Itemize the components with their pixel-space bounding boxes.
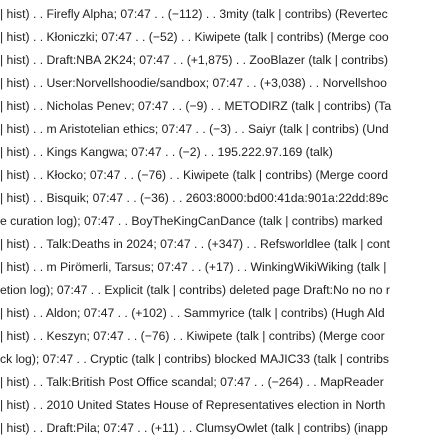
log-entry-text: | hist) . . Talk:Deaths in 2024; 07:47 .…	[0, 237, 390, 251]
log-entry[interactable]: | hist) . . Draft:NBA 2K24; 07:47 . . (+…	[0, 50, 448, 70]
log-entry-text: | hist) . . m Pirömerli, Tarsus; 07:47 .…	[0, 260, 387, 274]
log-entry-text: | hist) . . User:Norvellshoodie/sandbox;…	[0, 76, 387, 90]
log-entry[interactable]: etion log); 07:47 . . Explicit (talk | c…	[0, 280, 448, 300]
log-entry-text: e curation log); 07:47 . . BoyTheKingCan…	[0, 214, 383, 228]
log-entry-text: | hist) . . Bisquik; 07:47 . . (−36) . .…	[0, 191, 389, 205]
log-entry[interactable]: | hist) . . Keszyn; 07:47 . . (−76) . . …	[0, 326, 448, 346]
log-entry-text: | hist) . . Aldon; 07:47 . . (+102) . . …	[0, 306, 385, 320]
log-entry[interactable]: | hist) . . m Pirömerli, Tarsus; 07:47 .…	[0, 257, 448, 277]
log-entry-text: ck log); 07:47 . . Cryptic (talk | contr…	[0, 352, 390, 366]
log-entry-text: | hist) . . Nicholas Penev; 07:47 . . (−…	[0, 99, 392, 113]
log-entry[interactable]: | hist) . . m Aristotelian ethics; 07:47…	[0, 119, 448, 139]
log-entry[interactable]: ck log); 07:47 . . Cryptic (talk | contr…	[0, 349, 448, 369]
log-entry-text: etion log); 07:47 . . Explicit (talk | c…	[0, 283, 390, 297]
log-entry-text: | hist) . . Draft:NBA 2K24; 07:47 . . (+…	[0, 53, 389, 67]
log-entry[interactable]: | hist) . . 2010 United States House of …	[0, 395, 448, 415]
log-entry[interactable]: e curation log); 07:47 . . BoyTheKingCan…	[0, 211, 448, 231]
log-entry[interactable]: | hist) . . Kłoniczki; 07:47 . . (−52) .…	[0, 27, 448, 47]
log-entry[interactable]: | hist) . . Talk:British Post Office sca…	[0, 372, 448, 392]
log-entry[interactable]: | hist) . . Kłocko; 07:47 . . (−76) . . …	[0, 165, 448, 185]
log-entry[interactable]: | hist) . . Nicholas Penev; 07:47 . . (−…	[0, 96, 448, 116]
log-entry[interactable]: | hist) . . Bisquik; 07:47 . . (−36) . .…	[0, 188, 448, 208]
log-entry-text: | hist) . . Firefly Alpha; 07:47 . . (−1…	[0, 7, 388, 21]
log-entry-text: | hist) . . Kings Kangwa; 07:47 . . (−2)…	[0, 145, 333, 159]
log-entry-text: | hist) . . Kłocko; 07:47 . . (−76) . . …	[0, 168, 389, 182]
log-entry-text: | hist) . . 2010 United States House of …	[0, 398, 386, 412]
log-entry-text: | hist) . . Draft:Pila; 07:47 . . (+11) …	[0, 421, 388, 435]
log-entry[interactable]: | hist) . . Kings Kangwa; 07:47 . . (−2)…	[0, 142, 448, 162]
log-entry[interactable]: | hist) . . Draft:Pila; 07:47 . . (+11) …	[0, 418, 448, 438]
log-entry-text: | hist) . . m Aristotelian ethics; 07:47…	[0, 122, 389, 136]
log-entry[interactable]: | hist) . . Talk:Deaths in 2024; 07:47 .…	[0, 234, 448, 254]
log-entry[interactable]: | hist) . . Firefly Alpha; 07:47 . . (−1…	[0, 4, 448, 24]
log-entry-text: | hist) . . Talk:British Post Office sca…	[0, 375, 384, 389]
log-entry[interactable]: | hist) . . Aldon; 07:47 . . (+102) . . …	[0, 303, 448, 323]
log-entry[interactable]: | hist) . . User:Norvellshoodie/sandbox;…	[0, 73, 448, 93]
log-entry-text: | hist) . . Keszyn; 07:47 . . (−76) . . …	[0, 329, 385, 343]
log-entry-text: | hist) . . Kłoniczki; 07:47 . . (−52) .…	[0, 30, 389, 44]
